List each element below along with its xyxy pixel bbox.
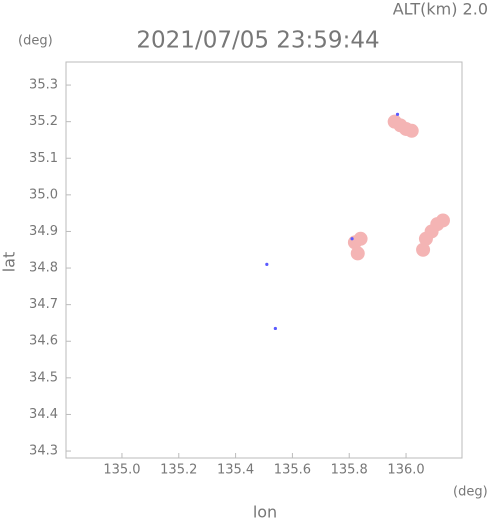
y-tick-label: 35.0 <box>29 187 58 202</box>
echo-point <box>350 237 354 241</box>
y-tick-label: 35.3 <box>29 78 58 93</box>
chart-title: 2021/07/05 23:59:44 <box>136 28 379 54</box>
y-tick-label: 34.4 <box>29 407 58 422</box>
echo-point <box>435 213 450 228</box>
y-tick-label: 34.3 <box>29 444 58 459</box>
y-tick-label: 35.1 <box>29 151 58 166</box>
echo-point <box>404 123 419 138</box>
x-tick-label: 135.0 <box>103 463 140 478</box>
x-tick-label: 135.8 <box>331 463 368 478</box>
y-tick-label: 34.7 <box>29 297 58 312</box>
x-tick-label: 136.0 <box>387 463 424 478</box>
echo-point <box>273 326 277 331</box>
echo-point <box>350 246 365 261</box>
x-tick-label: 135.6 <box>274 463 311 478</box>
y-unit: (deg) <box>18 34 53 49</box>
echo-point <box>395 112 400 116</box>
x-axis-label: lon <box>253 503 277 522</box>
y-tick-label: 35.2 <box>29 114 58 129</box>
y-tick-label: 34.6 <box>29 334 58 349</box>
x-tick-label: 135.2 <box>160 463 197 478</box>
plot-frame <box>65 61 463 459</box>
altitude-label: ALT(km) 2.0 <box>393 0 488 19</box>
y-tick-label: 34.8 <box>29 261 58 276</box>
echo-point <box>265 262 269 266</box>
echo-point <box>353 231 368 246</box>
echo-point <box>416 242 431 257</box>
y-tick-label: 34.5 <box>29 370 58 385</box>
x-tick-label: 135.4 <box>217 463 254 478</box>
y-tick-label: 34.9 <box>29 224 58 239</box>
y-axis-label: lat <box>0 252 19 273</box>
x-unit: (deg) <box>453 485 488 500</box>
